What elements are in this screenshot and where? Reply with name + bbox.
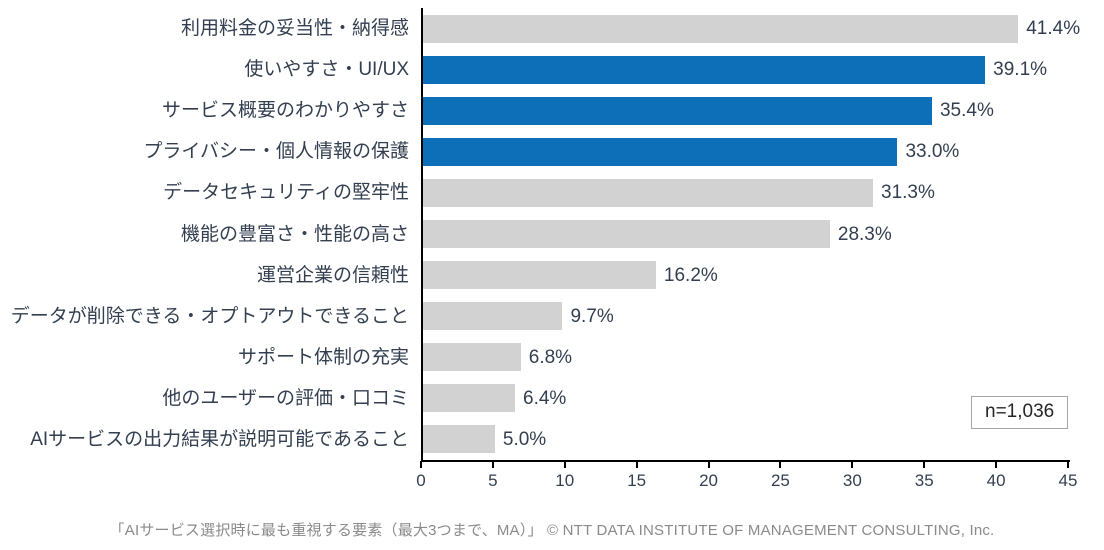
bar-value-label: 41.4% <box>1026 18 1081 40</box>
bar-row: 5.0% <box>423 419 1070 460</box>
bar-row: 39.1% <box>423 49 1070 90</box>
category-label: 使いやすさ・UI/UX <box>244 59 409 81</box>
x-tick-mark <box>923 461 926 468</box>
bar-row: 33.0% <box>423 131 1070 172</box>
category-label: AIサービスの出力結果が説明可能であること <box>30 428 409 450</box>
bar-row: 6.4% <box>423 378 1070 419</box>
x-tick-label: 40 <box>986 471 1006 490</box>
x-tick-mark <box>707 461 710 468</box>
category-label: データが削除できる・オプトアウトできること <box>10 305 409 327</box>
bar-value-label: 5.0% <box>502 428 547 450</box>
category-axis-labels: 利用料金の妥当性・納得感使いやすさ・UI/UX サービス概要のわかりやすさプライバ… <box>0 8 409 460</box>
bar-row: 35.4% <box>423 90 1070 131</box>
category-label: サポート体制の充実 <box>237 346 409 368</box>
bar-row: 31.3% <box>423 172 1070 213</box>
sample-size-badge: n=1,036 <box>971 396 1069 429</box>
x-tick-label: 20 <box>699 471 719 490</box>
bar <box>423 384 516 413</box>
bar-value-label: 31.3% <box>881 182 935 204</box>
x-tick-mark <box>995 461 998 468</box>
x-axis-tick-labels: 0 5 10 15 20 25 30 35 40 45 <box>416 471 1077 493</box>
x-tick-mark <box>563 461 566 468</box>
x-tick-label: 35 <box>914 471 934 490</box>
bar <box>423 261 656 290</box>
category-label: サービス概要のわかりやすさ <box>161 100 409 122</box>
plot-area: 41.4% 39.1% 35.4% 33.0% 31.3% 28.3% 16.2% 9.7% 6… <box>421 8 1080 462</box>
bar-value-label: 9.7% <box>570 305 614 327</box>
bar <box>423 343 521 372</box>
bar <box>423 14 1019 43</box>
x-tick-label: 0 <box>416 471 426 490</box>
bar <box>423 96 932 125</box>
bar-row: 6.8% <box>423 337 1070 378</box>
category-label: データセキュリティの堅牢性 <box>163 182 409 204</box>
x-tick-mark <box>420 461 422 468</box>
category-label: 他のユーザーの評価・口コミ <box>162 387 409 409</box>
bar <box>423 302 563 331</box>
x-tick-mark <box>851 461 854 468</box>
bar-row: 41.4% <box>423 8 1080 49</box>
bar <box>423 137 898 166</box>
x-tick-mark <box>635 461 638 468</box>
bar-value-label: 39.1% <box>993 59 1048 81</box>
x-tick-label: 10 <box>555 471 575 490</box>
category-label: 運営企業の信頼性 <box>256 264 409 286</box>
bar <box>423 425 495 454</box>
x-tick-label: 25 <box>770 471 790 490</box>
bar-value-label: 16.2% <box>663 264 718 286</box>
bar-value-label: 6.4% <box>523 387 567 409</box>
bar-row: 28.3% <box>423 213 1070 254</box>
x-tick-mark <box>491 461 494 468</box>
x-tick-mark <box>1067 461 1069 468</box>
bar-value-label: 35.4% <box>939 100 994 122</box>
bar-row: 16.2% <box>423 255 1070 296</box>
plot-rows: 41.4% 39.1% 35.4% 33.0% 31.3% 28.3% 16.2% 9.7% 6… <box>423 8 1080 460</box>
bar-row: 9.7% <box>423 296 1070 337</box>
bar <box>423 220 830 249</box>
bar <box>423 178 874 207</box>
category-label: プライバシー・個人情報の保護 <box>143 141 409 163</box>
x-tick-label: 45 <box>1058 471 1078 490</box>
source-caption: 「AIサービス選択時に最も重視する要素（最大3つまで、MA）」 © NTT DA… <box>109 522 995 539</box>
bar-value-label: 28.3% <box>837 223 892 245</box>
bar-value-label: 6.8% <box>528 346 573 368</box>
x-tick-label: 15 <box>627 471 647 490</box>
category-label: 機能の豊富さ・性能の高さ <box>180 223 409 245</box>
bar-value-label: 33.0% <box>905 141 960 163</box>
x-tick-label: 30 <box>842 471 862 490</box>
x-tick-mark <box>779 461 782 468</box>
category-label: 利用料金の妥当性・納得感 <box>180 18 409 40</box>
x-axis-tick-marks <box>420 461 1069 469</box>
bar <box>423 55 986 84</box>
x-tick-label: 5 <box>488 471 498 490</box>
